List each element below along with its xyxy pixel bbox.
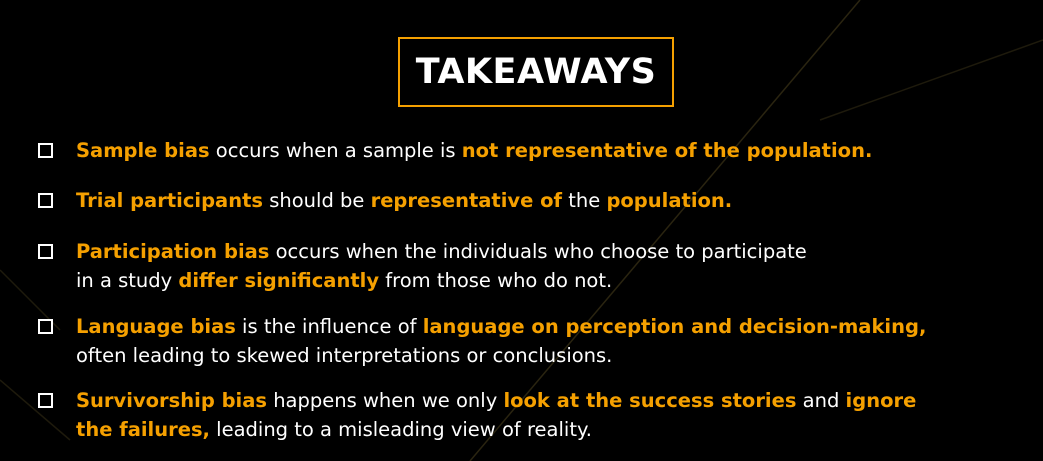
- takeaway-line: Sample bias occurs when a sample is not …: [76, 138, 872, 164]
- highlighted-text: Survivorship bias: [76, 389, 267, 412]
- highlighted-text: Participation bias: [76, 240, 270, 263]
- page-title: TAKEAWAYS: [415, 52, 657, 92]
- highlighted-text: representative of: [370, 189, 563, 212]
- takeaway-line: Survivorship bias happens when we only l…: [76, 388, 916, 414]
- checkbox-icon[interactable]: [38, 319, 53, 334]
- body-text: should be: [263, 189, 371, 212]
- title-box: TAKEAWAYS: [398, 37, 674, 107]
- body-text: happens when we only: [267, 389, 504, 412]
- checkbox-icon[interactable]: [38, 193, 53, 208]
- takeaway-line: Language bias is the influence of langua…: [76, 314, 926, 340]
- body-text: in a study: [76, 269, 179, 292]
- checkbox-icon[interactable]: [38, 244, 53, 259]
- highlighted-text: Language bias: [76, 315, 236, 338]
- decor-line: [0, 379, 71, 441]
- body-text: from those who do not.: [379, 269, 613, 292]
- highlighted-text: Trial participants: [76, 189, 264, 212]
- decor-line: [819, 39, 1043, 121]
- highlighted-text: differ significantly: [178, 269, 380, 292]
- highlighted-text: Sample bias: [76, 139, 210, 162]
- checkbox-icon[interactable]: [38, 393, 53, 408]
- highlighted-text: look at the success stories: [503, 389, 797, 412]
- highlighted-text: not representative of the population.: [461, 139, 873, 162]
- body-text: occurs when the individuals who choose t…: [269, 240, 807, 263]
- highlighted-text: ignore: [845, 389, 917, 412]
- highlighted-text: population.: [606, 189, 733, 212]
- highlighted-text: language on perception and decision-maki…: [422, 315, 927, 338]
- takeaway-line: often leading to skewed interpretations …: [76, 343, 612, 369]
- takeaway-line: the failures, leading to a misleading vi…: [76, 417, 592, 443]
- body-text: the: [562, 189, 607, 212]
- body-text: often leading to skewed interpretations …: [76, 344, 613, 367]
- takeaway-line: Trial participants should be representat…: [76, 188, 732, 214]
- highlighted-text: the failures,: [76, 418, 210, 441]
- decor-line: [469, 0, 861, 461]
- body-text: leading to a misleading view of reality.: [209, 418, 592, 441]
- takeaway-line: in a study differ significantly from tho…: [76, 268, 612, 294]
- body-text: occurs when a sample is: [209, 139, 462, 162]
- body-text: and: [796, 389, 846, 412]
- checkbox-icon[interactable]: [38, 143, 53, 158]
- body-text: is the influence of: [235, 315, 423, 338]
- takeaway-line: Participation bias occurs when the indiv…: [76, 239, 807, 265]
